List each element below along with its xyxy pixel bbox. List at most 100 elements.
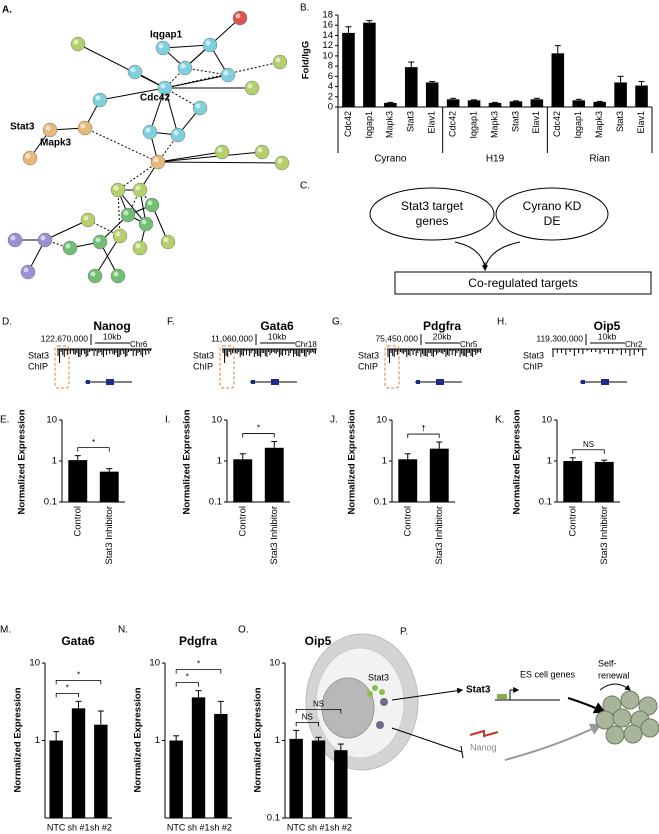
node (244, 80, 260, 96)
significance-bracket (407, 433, 440, 439)
cell (623, 724, 643, 744)
cell (605, 725, 625, 745)
panel-letter: N. (118, 625, 128, 636)
node-highlight (130, 67, 136, 73)
panel-letter: J. (330, 415, 338, 426)
x-tick-label: Control (402, 506, 413, 537)
gene-name: Pdgfra (423, 319, 461, 333)
y-tick-label: 10 (46, 415, 57, 426)
x-tick-label: NTC (167, 822, 186, 832)
node (22, 150, 38, 166)
bar (467, 100, 481, 107)
gene-name: Oip5 (594, 319, 621, 333)
bar (384, 102, 397, 107)
y-axis-title: Normalized Expression (13, 687, 24, 792)
significance-label: * (92, 438, 95, 447)
y-tick-label: 6 (328, 71, 333, 82)
gene-exon (86, 380, 90, 384)
inhibitor (380, 698, 388, 706)
node (155, 40, 171, 56)
bar (68, 460, 88, 502)
node (160, 234, 176, 250)
node (138, 216, 154, 232)
label: renewal (598, 670, 630, 680)
node-highlight (65, 243, 71, 249)
edge (184, 67, 229, 76)
x-tick-label: Stat3 Inhibitor (599, 506, 610, 565)
y-tick-label: 1 (217, 456, 222, 467)
bar (191, 697, 206, 818)
x-tick-label: Stat3 Inhibitor (269, 506, 280, 565)
significance-bracket (572, 449, 605, 454)
cartoon: P. Stat3 Stat3 ES cell genes Nanog Self-… (305, 627, 659, 771)
node (220, 67, 236, 83)
panel-letter: F. (167, 317, 175, 328)
node (214, 144, 230, 160)
panel-letter: B. (300, 3, 309, 14)
node-highlight (163, 237, 169, 243)
node (127, 64, 143, 80)
inhibition (391, 727, 463, 753)
x-tick-label: sh #2 (90, 822, 112, 832)
node (274, 155, 290, 171)
bar (342, 32, 355, 108)
y-tick-label: 10 (541, 415, 552, 426)
y-tick-label: 0.1 (374, 497, 387, 508)
node-highlight (275, 57, 281, 63)
node-label: Cdc42 (140, 93, 170, 104)
node-highlight (153, 157, 159, 163)
y-axis-title: Normalized Expression (512, 409, 523, 514)
node-highlight (158, 43, 164, 49)
y-tick-label: 10 (269, 658, 280, 669)
scale-label: 20kb (433, 331, 452, 341)
node-highlight (217, 147, 223, 153)
peak-highlight (384, 345, 400, 389)
bar (264, 447, 284, 502)
x-tick-label: Stat3 Inhibitor (104, 506, 115, 565)
scale-label: 10kb (268, 331, 287, 341)
node-highlight (195, 103, 201, 109)
flowchart: C. Stat3 target genes Cyrano KD DE Co-re… (300, 181, 652, 295)
chromosome: Chr5 (460, 340, 478, 349)
track-label: ChIP (523, 361, 543, 371)
y-tick-label: 8 (328, 61, 333, 72)
arrow (567, 697, 607, 714)
node-highlight (205, 40, 211, 46)
node-highlight (223, 70, 229, 76)
x-tick-label: Control (567, 506, 578, 537)
edge (149, 87, 166, 133)
x-tick-label: Elav1 (427, 111, 437, 134)
node-highlight (95, 95, 101, 101)
x-tick-label: Control (72, 506, 83, 537)
scale-label: 10kb (598, 331, 617, 341)
node (87, 268, 103, 284)
track-label: Stat3 (358, 350, 379, 360)
x-tick-label: sh #1 (187, 822, 209, 832)
y-tick-label: 0.1 (44, 497, 57, 508)
edge (162, 44, 211, 49)
node (62, 240, 78, 256)
node (42, 122, 58, 138)
gene-name: Nanog (93, 319, 130, 333)
peak-highlight (54, 345, 70, 389)
y-tick-label: 1 (275, 735, 280, 746)
x-tick-label: sh #1 (307, 822, 329, 832)
bar (311, 740, 326, 818)
node (37, 232, 53, 248)
y-tick-label: 1 (35, 735, 40, 746)
y-axis-title: Normalized Expression (182, 409, 193, 514)
y-tick-label: 14 (322, 30, 333, 41)
node-highlight (135, 243, 141, 249)
significance-label: NS (302, 713, 313, 722)
panel-letter: A. (2, 5, 12, 16)
chart-title: Oip5 (305, 634, 332, 648)
y-tick-label: 10 (149, 658, 160, 669)
panel-letter: O. (238, 625, 249, 636)
bar (289, 738, 303, 818)
bar (429, 448, 449, 502)
x-tick-label: Iqgap1 (573, 111, 583, 139)
edge (164, 74, 229, 89)
y-axis-title: Fold/IgG (301, 41, 312, 80)
y-tick-label: 0 (328, 102, 333, 113)
